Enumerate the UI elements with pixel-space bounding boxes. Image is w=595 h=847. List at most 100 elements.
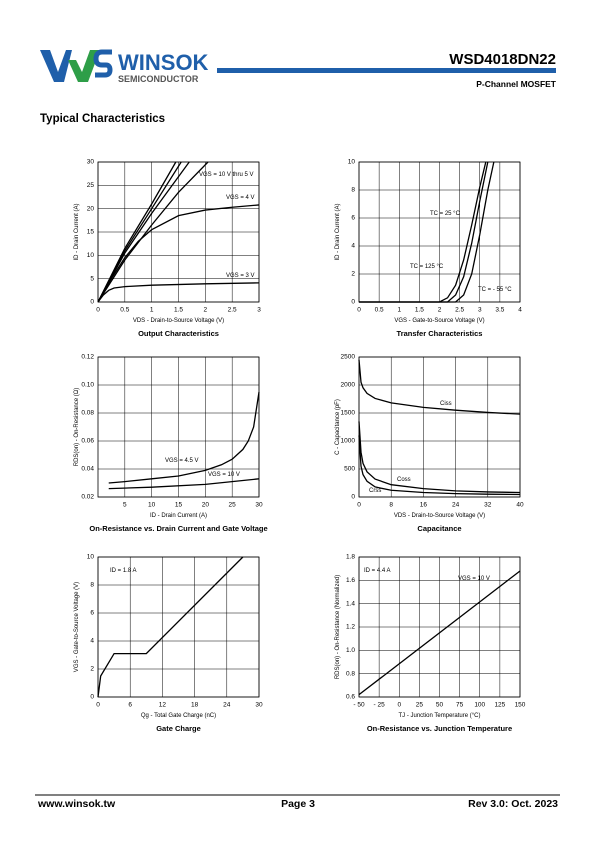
y-tick-label: 0.10: [81, 382, 94, 389]
y-tick-label: 25: [87, 182, 95, 189]
x-tick-label: 0: [397, 702, 401, 709]
curve: [359, 161, 495, 303]
x-tick-label: 25: [229, 502, 237, 509]
x-tick-label: 1: [150, 307, 154, 314]
y-tick-label: 10: [348, 159, 356, 166]
x-axis-label: Qg - Total Gate Charge (nC): [141, 713, 216, 719]
y-tick-label: 5: [90, 275, 94, 282]
x-tick-label: 0: [96, 307, 100, 314]
annotation: VGS = 10 V thru 5 V: [199, 172, 254, 178]
y-tick-label: 1.8: [346, 554, 355, 561]
y-tick-label: 0: [351, 299, 355, 306]
logo-subtext: SEMICONDUCTOR: [118, 74, 199, 84]
plot-frame: [97, 556, 260, 698]
x-tick-label: 1.5: [174, 307, 183, 314]
x-tick-label: 2: [438, 307, 442, 314]
y-tick-label: 10: [87, 554, 95, 561]
footer-website: www.winsok.tw: [37, 798, 116, 810]
logo-mark: [93, 49, 113, 78]
x-tick-label: 0: [357, 307, 361, 314]
y-tick-label: 10: [87, 252, 95, 259]
annotation: ID = 1.8 A: [110, 568, 137, 574]
x-tick-label: 6: [128, 702, 132, 709]
x-tick-label: 12: [159, 702, 167, 709]
y-tick-label: 4: [90, 638, 94, 645]
annotation: TC = 125 °C: [410, 264, 444, 270]
x-tick-label: 1: [397, 307, 401, 314]
annotation: VGS = 4.5 V: [165, 458, 199, 464]
curve: [358, 421, 521, 494]
y-tick-label: 2500: [341, 354, 356, 361]
x-tick-label: 5: [123, 502, 127, 509]
annotation: TC = - 55 °C: [478, 287, 512, 293]
y-tick-label: 2: [90, 666, 94, 673]
y-tick-label: 0.08: [81, 410, 94, 417]
y-axis-label: RDS(on) - On-Resistance (Normalized): [335, 575, 341, 679]
annotation: VGS = 10 V: [208, 472, 240, 478]
device-type: P-Channel MOSFET: [476, 79, 557, 89]
logo-text: WINSOK: [118, 50, 209, 75]
x-tick-label: 25: [416, 702, 424, 709]
y-tick-label: 0: [90, 299, 94, 306]
y-tick-label: 30: [87, 159, 95, 166]
x-tick-label: 15: [175, 502, 183, 509]
x-tick-label: 4: [518, 307, 522, 314]
part-number: WSD4018DN22: [449, 51, 556, 68]
annotation: VGS = 10 V: [458, 576, 490, 582]
y-tick-label: 1.6: [346, 577, 355, 584]
y-tick-label: 8: [90, 582, 94, 589]
x-axis-label: VDS - Drain-to-Source Voltage (V): [133, 318, 224, 324]
chart: 0.02 0.04 0.06 0.08 0.10 0.12 5 10 15 20 25 30 VGS =…: [74, 354, 268, 533]
x-tick-label: 75: [456, 702, 464, 709]
y-tick-label: 8: [351, 187, 355, 194]
x-tick-label: 10: [148, 502, 156, 509]
x-tick-label: 16: [420, 502, 428, 509]
chart: 0.6 0.8 1.0 1.2 1.4 1.6 1.8 - 50 - 25 0 25 50 75 100 1…: [335, 554, 526, 733]
y-tick-label: 6: [351, 215, 355, 222]
annotation: Coss: [397, 477, 411, 483]
annotation: VGS = 4 V: [226, 195, 255, 201]
chart: 0 500 1000 1500 2000 2500 0 8 16 24 32 40 Ciss Coss Cr…: [335, 354, 524, 533]
chart-caption: Transfer Characteristics: [397, 329, 483, 338]
y-tick-label: 0.06: [81, 438, 94, 445]
footer-revision: Rev 3.0: Oct. 2023: [468, 798, 558, 810]
x-tick-label: 0.5: [375, 307, 384, 314]
x-tick-label: 18: [191, 702, 199, 709]
y-axis-label: ID - Drain Current (A): [335, 203, 341, 260]
y-tick-label: 1.4: [346, 600, 355, 607]
x-tick-label: 1.5: [415, 307, 424, 314]
x-tick-label: 2: [204, 307, 208, 314]
y-tick-label: 6: [90, 610, 94, 617]
y-tick-label: 15: [87, 229, 95, 236]
plot-frame: [97, 356, 260, 498]
logo-mark: [68, 50, 100, 82]
header-bar: [217, 68, 556, 73]
y-tick-label: 500: [344, 466, 355, 473]
x-axis-label: ID - Drain Current (A): [150, 513, 207, 519]
y-tick-label: 0: [351, 494, 355, 501]
x-tick-label: 8: [389, 502, 393, 509]
x-tick-label: 24: [452, 502, 460, 509]
curve: [97, 204, 260, 303]
chart-caption: Capacitance: [417, 524, 461, 533]
curve: [358, 435, 521, 496]
y-tick-label: 1500: [341, 410, 356, 417]
x-tick-label: 32: [484, 502, 492, 509]
annotation: Ciss: [440, 401, 452, 407]
x-tick-label: 20: [202, 502, 210, 509]
chart-caption: On-Resistance vs. Drain Current and Gate…: [89, 524, 267, 533]
annotation: Crss: [369, 488, 381, 494]
x-tick-label: 2.5: [228, 307, 237, 314]
x-tick-label: 3: [478, 307, 482, 314]
curve: [358, 570, 521, 696]
y-axis-label: VGS - Gate-to-Source Voltage (V): [74, 582, 80, 672]
y-axis-label: RDS(on) - On-Resistance (Ω): [74, 388, 80, 467]
chart-caption: Output Characteristics: [138, 329, 219, 338]
y-tick-label: 0.04: [81, 466, 94, 473]
plot-frame: [358, 556, 521, 698]
y-tick-label: 1000: [341, 438, 356, 445]
x-tick-label: - 50: [353, 702, 365, 709]
curve: [108, 478, 260, 490]
y-axis-label: ID - Drain Current (A): [74, 203, 80, 260]
